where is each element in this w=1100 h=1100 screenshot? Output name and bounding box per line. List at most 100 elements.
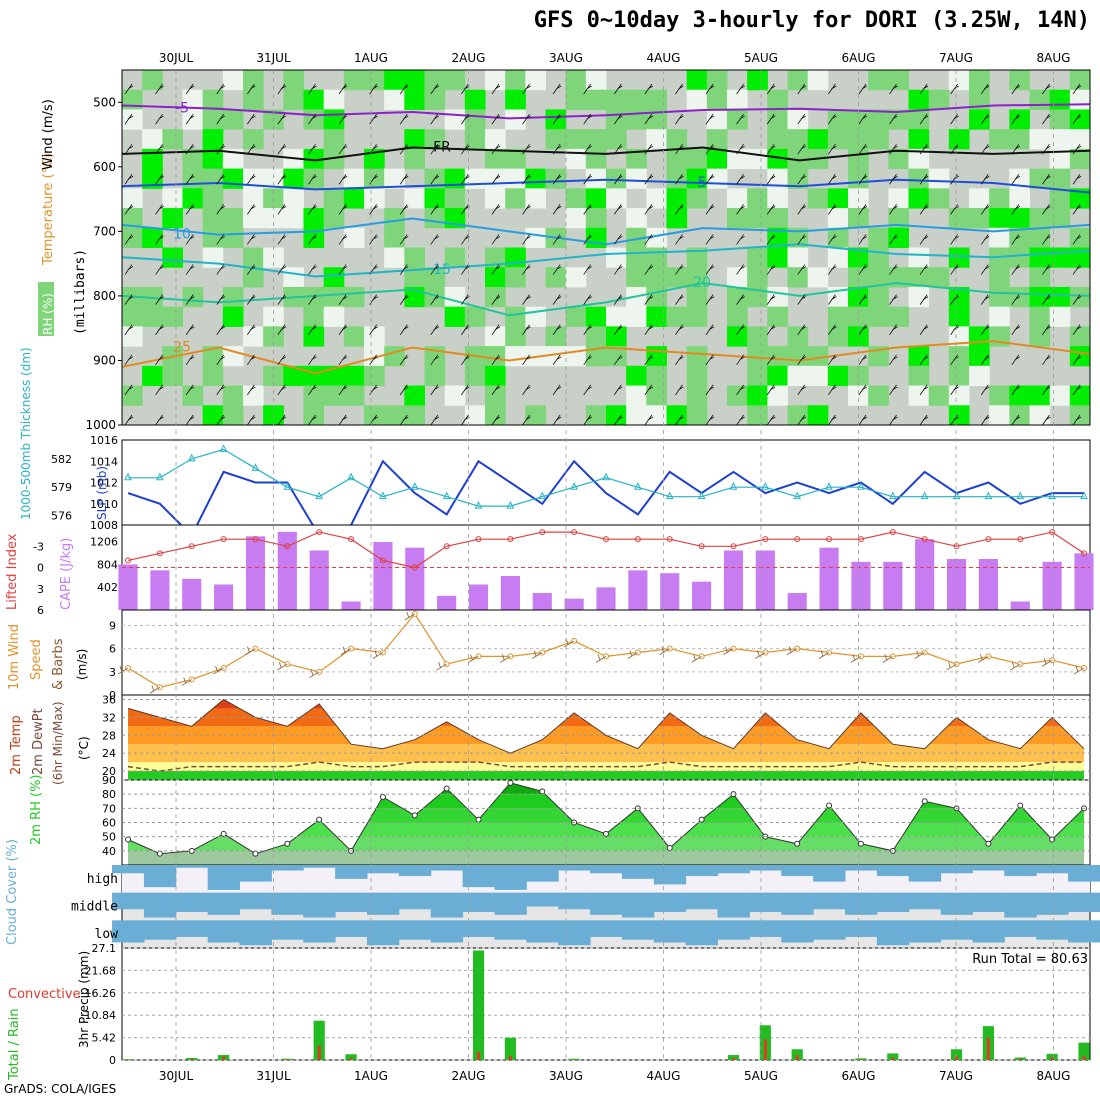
thickness-line [128, 448, 1084, 507]
wind-barb [185, 113, 195, 125]
wind-barb [858, 264, 868, 275]
wind-barb [1011, 384, 1021, 396]
rh-cell [243, 188, 264, 209]
thickness-marker [857, 482, 865, 490]
wind-barb [461, 384, 470, 396]
wind-barb [277, 83, 287, 95]
rh-cell [787, 129, 809, 150]
rh-cell [202, 365, 224, 387]
wind-barb [430, 294, 440, 305]
rh-cell [323, 89, 345, 110]
convective-bar [222, 1056, 226, 1060]
wind-barb [828, 414, 837, 426]
lifted-index-marker [857, 536, 864, 543]
wind-barb [919, 354, 929, 366]
wind-barb [277, 204, 287, 215]
wind-barb [766, 204, 776, 215]
rh-cell [343, 70, 365, 91]
wind-barb [736, 294, 745, 305]
rh-cell [545, 326, 567, 347]
wind10m-barb [563, 638, 575, 648]
rh-cell [666, 148, 688, 170]
rh-cell [706, 89, 728, 110]
wind-barb [1042, 204, 1051, 215]
cape-bar [978, 559, 998, 610]
lifted-index-marker [1049, 529, 1056, 536]
rh-cell [969, 89, 990, 110]
rh-cell [243, 168, 264, 189]
wind-barb [980, 83, 990, 95]
wind-barb [399, 174, 409, 185]
isotherm-label: -5 [175, 101, 189, 117]
thickness-axis-label: 1000-500mb Thickness (dm) [19, 347, 33, 520]
wind-barb [858, 414, 868, 426]
lifted-axis-label: Lifted Index [5, 533, 20, 610]
wind10m-axis-label: Speed [29, 639, 44, 680]
wind10m-barb [340, 646, 352, 655]
wind-barb [552, 143, 562, 155]
thickness-tick-label: 579 [51, 481, 72, 494]
convective-bar [317, 1045, 321, 1060]
cape-bar [468, 584, 489, 610]
wind-barb [1011, 83, 1021, 95]
rh-cell [263, 306, 284, 327]
slp-tick-label: 1010 [90, 498, 118, 511]
temp2m-tick-label: 32 [102, 711, 116, 724]
wind10m-axis-label: & Barbs [51, 638, 66, 690]
wind-barb [277, 143, 287, 155]
rh-cell [787, 168, 809, 189]
rh-cell [303, 89, 325, 110]
cloud-bar [781, 892, 814, 915]
rh-cell [1029, 208, 1051, 229]
cloud-bar [813, 920, 846, 940]
rh-cell [162, 247, 183, 268]
wind-barb [155, 324, 164, 335]
isotherm-label: 5 [698, 175, 707, 191]
wind-barb [185, 264, 195, 275]
rh-cell [565, 129, 587, 150]
rh-cell [283, 365, 304, 387]
wind-barb [246, 113, 256, 125]
cloud-bar [175, 920, 209, 937]
rh-cell [908, 346, 930, 367]
rh-cell [1069, 148, 1091, 170]
wind-barb [216, 414, 225, 426]
wind-barb [185, 83, 195, 95]
rh2m-marker [156, 850, 163, 857]
wind-barb [675, 113, 684, 125]
wind-barb [1072, 294, 1082, 305]
rh-cell [727, 148, 748, 170]
wind-barb [828, 83, 837, 95]
wind-barb [828, 324, 837, 335]
wind-barb [1072, 354, 1082, 366]
precip-tick-label: 5.42 [92, 1032, 117, 1045]
wind-barb [399, 113, 409, 125]
rh-cell [626, 148, 647, 170]
lifted-index-marker [571, 529, 578, 536]
wind-barb [216, 354, 225, 366]
rh-cell [444, 109, 466, 130]
rh-cell [222, 306, 244, 327]
rh-cell [424, 129, 446, 150]
rh-cell [948, 365, 970, 387]
rh-cell [303, 365, 325, 387]
wind-barb [1042, 143, 1051, 155]
rh-cell [686, 306, 708, 327]
wind-barb [828, 354, 837, 366]
isotherm-label: 25 [173, 340, 191, 356]
wind-barb [491, 113, 501, 125]
wind-barb [858, 83, 868, 95]
wind-barb [613, 113, 623, 125]
wind-barb [950, 264, 959, 275]
rh2m-marker [794, 840, 801, 847]
rh-cell [424, 267, 446, 288]
rh-cell [888, 70, 909, 91]
rh-cell [142, 70, 163, 91]
temp2m-tick-label: 36 [102, 693, 116, 706]
rh-cell [787, 365, 809, 387]
wind-barb [797, 174, 806, 185]
wind-barb [522, 113, 531, 125]
cape-tick-label: 402 [97, 581, 118, 594]
wind-barb [552, 384, 562, 396]
wind-barb [950, 384, 959, 396]
